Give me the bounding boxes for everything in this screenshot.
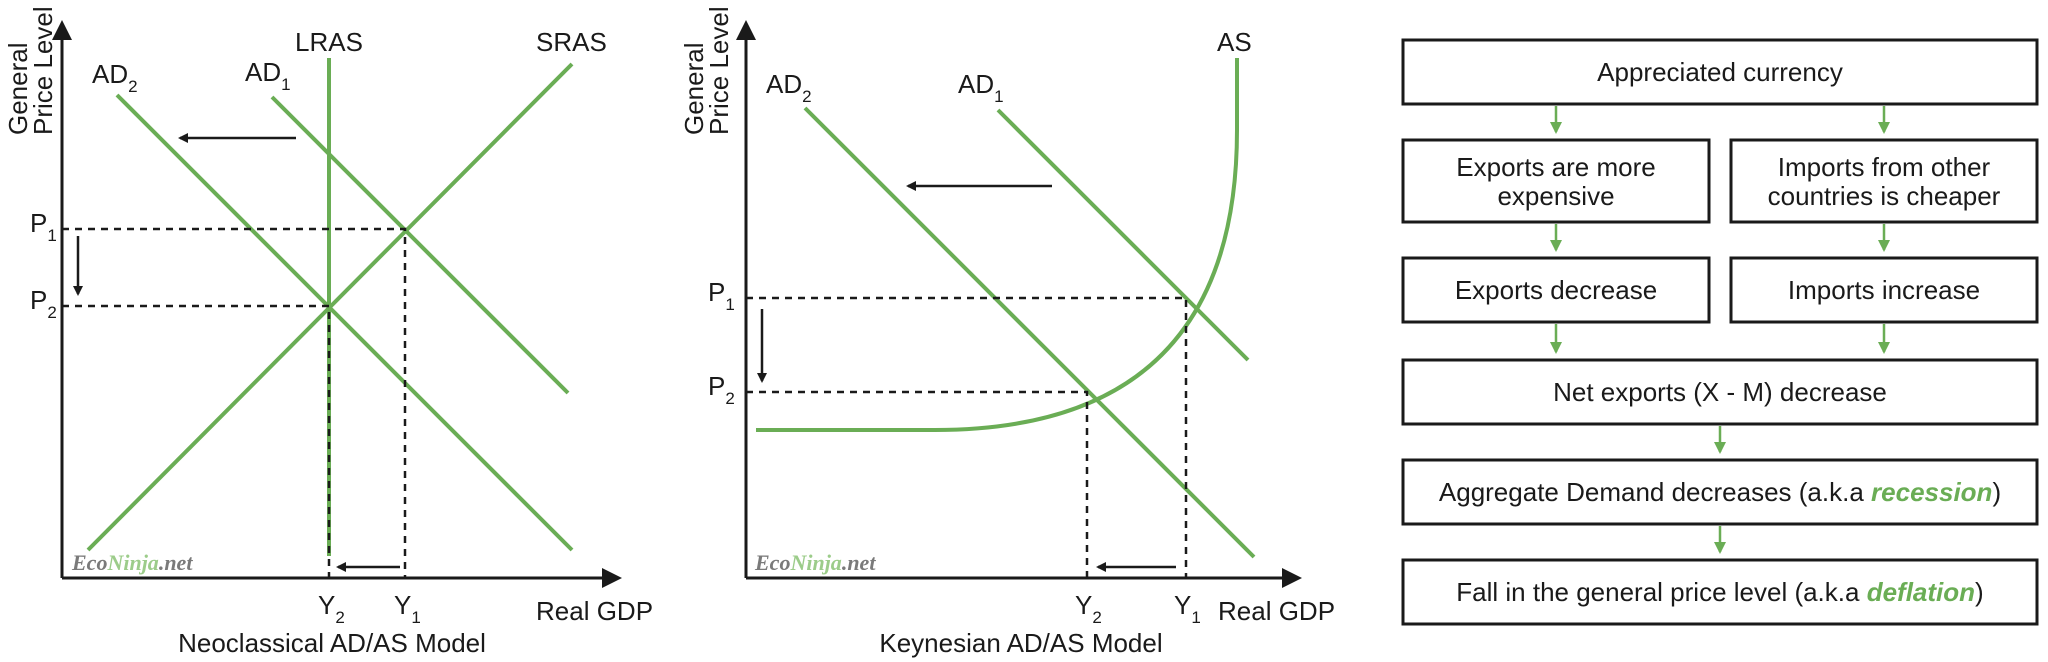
key-watermark: EcoNinja.net <box>754 550 876 575</box>
flow-text-imports-cheaper-1: Imports from other <box>1778 152 1991 182</box>
key-x-axis-arrowhead <box>1282 568 1302 588</box>
key-ad1-curve <box>996 108 1250 362</box>
flow-box-fall-price <box>1401 558 2039 626</box>
neoclassical-model: General Price Level LRAS SRAS AD2 AD1 P1… <box>3 6 653 658</box>
flow-box-ad-decrease <box>1401 458 2039 526</box>
key-p1-guide <box>746 296 1188 578</box>
key-ad2-curve <box>803 106 1256 559</box>
flowchart: Appreciated currency Exports are more ex… <box>1401 38 2039 626</box>
key-y-axis-arrowhead <box>736 20 756 40</box>
key-p1-label: P1 <box>708 277 735 314</box>
keynesian-model: General Price Level AS AD2 AD1 P1 P2 Y2 … <box>679 6 1335 658</box>
flow-text-ad-decrease: Aggregate Demand decreases (a.k.a recess… <box>1439 477 2001 507</box>
neo-x-axis-arrowhead <box>602 568 622 588</box>
neo-lras-label: LRAS <box>295 27 363 57</box>
key-y-axis-label-line2: Price Level <box>704 6 734 135</box>
flow-text-imports-cheaper-2: countries is cheaper <box>1768 181 2001 211</box>
key-as-label: AS <box>1217 27 1252 57</box>
flow-box-net-exports <box>1401 358 2039 426</box>
neo-p2-label: P2 <box>30 285 57 322</box>
key-x-axis-label: Real GDP <box>1218 596 1335 626</box>
neo-caption: Neoclassical AD/AS Model <box>178 628 486 658</box>
neo-y2-label: Y2 <box>318 590 345 627</box>
neo-y-axis-label-line1: General <box>3 43 33 136</box>
flow-box-exports-expensive <box>1401 138 1711 224</box>
neo-p2-guide <box>62 304 331 578</box>
key-p2-label: P2 <box>708 371 735 408</box>
key-ad2-label: AD2 <box>766 69 812 106</box>
neo-y1-label: Y1 <box>394 590 421 627</box>
key-ad1-label: AD1 <box>958 69 1004 106</box>
neo-y-axis-label-line2: Price Level <box>28 6 58 135</box>
key-y2-label: Y2 <box>1075 590 1102 627</box>
key-y-axis-label-line1: General <box>679 43 709 136</box>
neo-watermark: EcoNinja.net <box>71 550 193 575</box>
key-p2-guide <box>746 390 1089 578</box>
neo-p1-label: P1 <box>30 208 57 245</box>
flow-box-appreciated <box>1401 38 2039 106</box>
flow-emphasis-deflation: deflation <box>1867 577 1975 607</box>
neo-p1-guide <box>62 227 407 578</box>
key-as-curve <box>756 58 1239 432</box>
flow-text-exports-expensive-2: expensive <box>1497 181 1614 211</box>
flow-text-exports-decrease: Exports decrease <box>1455 275 1657 305</box>
neo-ad1-curve <box>270 95 570 395</box>
key-y1-label: Y1 <box>1174 590 1201 627</box>
neo-ad1-label: AD1 <box>245 57 291 94</box>
flow-emphasis-recession: recession <box>1871 477 1992 507</box>
flow-text-imports-increase: Imports increase <box>1788 275 1980 305</box>
neo-y-axis-arrowhead <box>52 20 72 40</box>
neo-x-axis-label: Real GDP <box>536 596 653 626</box>
neo-ad2-curve <box>115 93 574 552</box>
flow-box-imports-cheaper <box>1729 138 2039 224</box>
neo-sras-label: SRAS <box>536 27 607 57</box>
flow-box-imports-increase <box>1729 256 2039 324</box>
flow-text-net-exports: Net exports (X - M) decrease <box>1553 377 1887 407</box>
flow-text-fall-price: Fall in the general price level (a.k.a d… <box>1456 577 1983 607</box>
key-caption: Keynesian AD/AS Model <box>879 628 1162 658</box>
flow-box-exports-decrease <box>1401 256 1711 324</box>
neo-ad2-label: AD2 <box>92 59 138 96</box>
flow-text-appreciated: Appreciated currency <box>1597 57 1843 87</box>
flow-text-exports-expensive-1: Exports are more <box>1456 152 1655 182</box>
